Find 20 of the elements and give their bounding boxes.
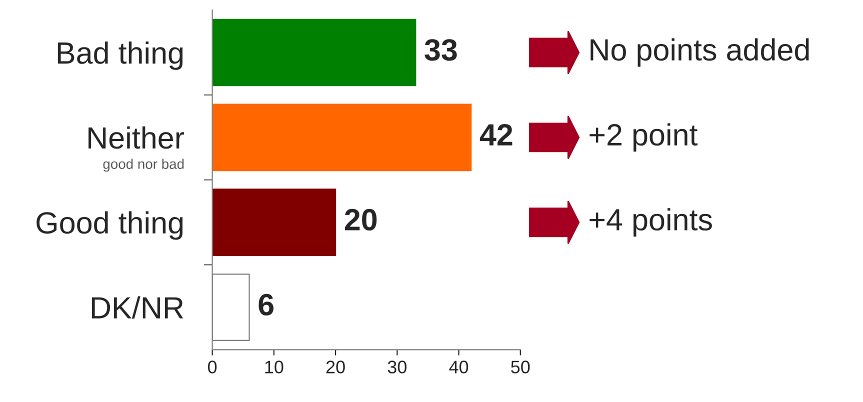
- y-tick-label: Bad thing: [58, 41, 183, 70]
- x-tick-label: 10: [265, 360, 284, 374]
- data-label: 42: [480, 124, 512, 146]
- data-label: 6: [258, 294, 274, 316]
- x-tick-label: 30: [388, 360, 406, 374]
- text: +4 points: [590, 208, 712, 237]
- y-tick-label: Good thing: [36, 211, 183, 240]
- x-tick-label: 20: [326, 360, 345, 374]
- x-tick-label: 50: [511, 360, 530, 374]
- data-label: 20: [344, 208, 377, 231]
- x-tick-label: 0: [208, 360, 217, 374]
- bar: [212, 104, 472, 172]
- y-tick-label: DK/NR: [92, 296, 184, 319]
- bar: [212, 18, 416, 86]
- data-label: 33: [424, 39, 457, 61]
- text: +2 point: [590, 123, 698, 152]
- text: No points added: [590, 38, 809, 67]
- bar: [212, 188, 336, 256]
- category-label: Neither good nor bad: [88, 126, 184, 172]
- x-tick-label: 40: [449, 360, 468, 374]
